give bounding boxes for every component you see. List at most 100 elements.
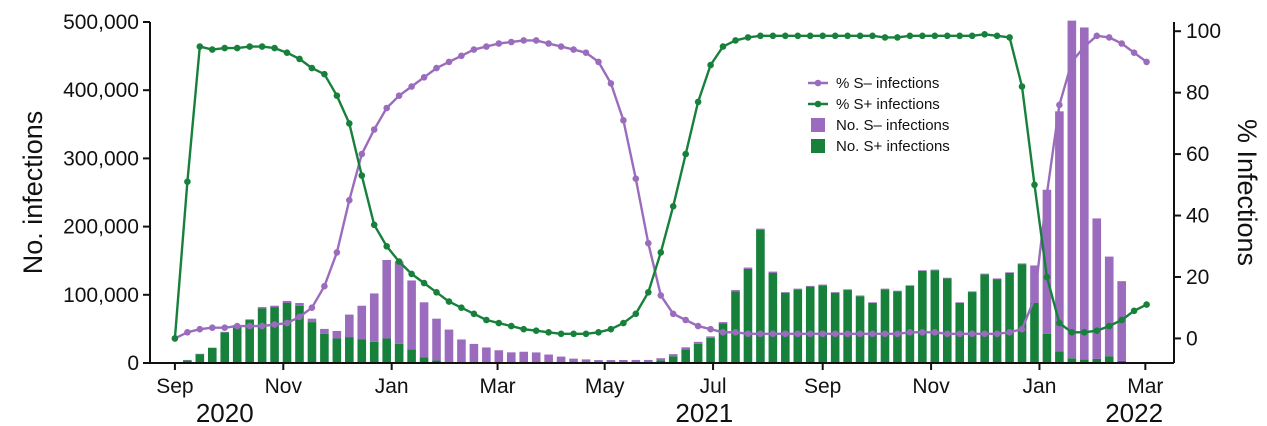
s-plus-pct-point [495,319,503,327]
bar-s-minus [581,359,591,363]
bar-s-minus [893,290,902,292]
bar-s-minus [706,336,715,338]
x-tick-label: Nov [912,375,950,398]
year-label: 2021 [675,398,733,426]
bar-s-plus [743,268,753,363]
bar-s-plus [843,290,852,363]
bar-s-minus [855,295,865,297]
s-minus-pct-point [346,196,353,204]
bar-s-minus [357,305,367,340]
bar-s-plus [793,289,803,363]
s-plus-pct-point [408,270,415,278]
s-minus-pct-point [844,330,851,338]
legend-bar-swatch [811,118,825,132]
s-minus-pct-point [956,330,963,338]
bar-s-plus [980,274,989,363]
right-tick-label: 100 [1186,20,1221,43]
s-minus-pct-point [794,330,802,338]
bar-s-minus [781,292,790,293]
s-plus-pct-point [620,319,627,327]
s-minus-pct-point [819,330,826,338]
s-minus-pct-point [931,329,939,336]
s-plus-pct-point [383,243,391,250]
bar-s-minus [631,359,641,363]
bar-s-plus [967,292,977,363]
bar-s-minus [432,318,441,361]
bar-s-plus [307,322,317,363]
s-plus-pct-point [794,32,802,40]
s-plus-pct-point [1105,322,1113,330]
right-tick-label: 80 [1186,82,1209,105]
bar-s-minus [382,260,391,339]
bar-s-plus [345,337,354,363]
left-tick-label: 0 [127,352,139,375]
s-minus-pct-point [420,74,428,81]
s-plus-pct-point [1018,83,1026,90]
bar-s-minus [345,314,354,338]
s-minus-pct-point [358,150,366,158]
bar-s-minus [482,347,491,363]
s-plus-pct-point [333,92,341,99]
s-minus-pct-point [508,38,515,46]
s-minus-pct-point [744,330,752,338]
bar-s-plus [357,339,367,363]
bar-s-minus [394,261,404,344]
s-minus-pct-point [1093,32,1101,40]
year-label: 2022 [1105,398,1163,426]
s-plus-pct-point [283,49,291,56]
s-plus-pct-point [233,44,241,52]
s-minus-pct-point [669,310,677,318]
s-plus-pct-point [632,310,640,318]
s-minus-pct-point [233,322,241,330]
s-minus-pct-point [719,329,727,336]
bar-s-minus [606,360,616,363]
s-minus-pct-point [184,329,191,336]
s-plus-pct-point [557,330,565,338]
s-plus-pct-point [582,330,590,338]
s-minus-pct-point [595,58,602,66]
s-minus-pct-point [271,321,278,328]
bar-s-plus [668,356,678,363]
s-plus-pct-point [1093,327,1101,335]
s-plus-pct-point [894,34,901,41]
x-tick-label: Jul [700,375,727,398]
bar-s-minus [793,288,803,290]
bar-s-plus [855,296,865,363]
bar-s-minus [681,347,690,350]
bar-s-minus [743,267,753,269]
s-plus-pct-point [246,43,253,50]
bar-s-minus [594,360,603,363]
s-plus-pct-point [458,304,465,312]
bar-s-plus [394,343,404,363]
bar-s-minus [918,270,927,271]
s-plus-pct-point [470,310,478,318]
bar-s-plus [207,348,217,363]
s-plus-pct-point [271,44,278,52]
bar-s-minus [295,302,304,306]
bar-s-minus [768,271,778,273]
s-plus-pct-point [221,44,228,52]
s-minus-pct-point [707,325,714,333]
s-minus-pct-point [607,80,615,87]
bar-s-minus [245,319,254,321]
bar-s-plus [270,307,279,363]
s-plus-pct-point [732,37,739,44]
s-minus-pct-point [1068,58,1076,66]
bar-s-minus [419,302,429,358]
s-minus-pct-point [1018,325,1026,333]
legend-label: % S+ infections [836,96,940,113]
bar-s-plus [1117,360,1126,363]
bar-s-plus [382,338,391,363]
s-minus-pct-point [657,292,665,299]
bar-s-plus [880,289,890,363]
s-minus-pct-point [1056,101,1063,109]
bar-s-minus [980,273,989,275]
s-plus-pct-point [981,31,988,38]
s-plus-pct-point [445,298,453,305]
left-axis-title: No. infections [18,111,48,275]
s-minus-pct-point [1043,190,1051,198]
s-minus-pct-point [532,37,540,44]
s-plus-pct-point [806,32,814,40]
axes-layer: 0 100,000 200,000 300,000 400,000 500,000 0 20 4… [18,11,1262,426]
s-plus-pct-point [645,289,652,296]
